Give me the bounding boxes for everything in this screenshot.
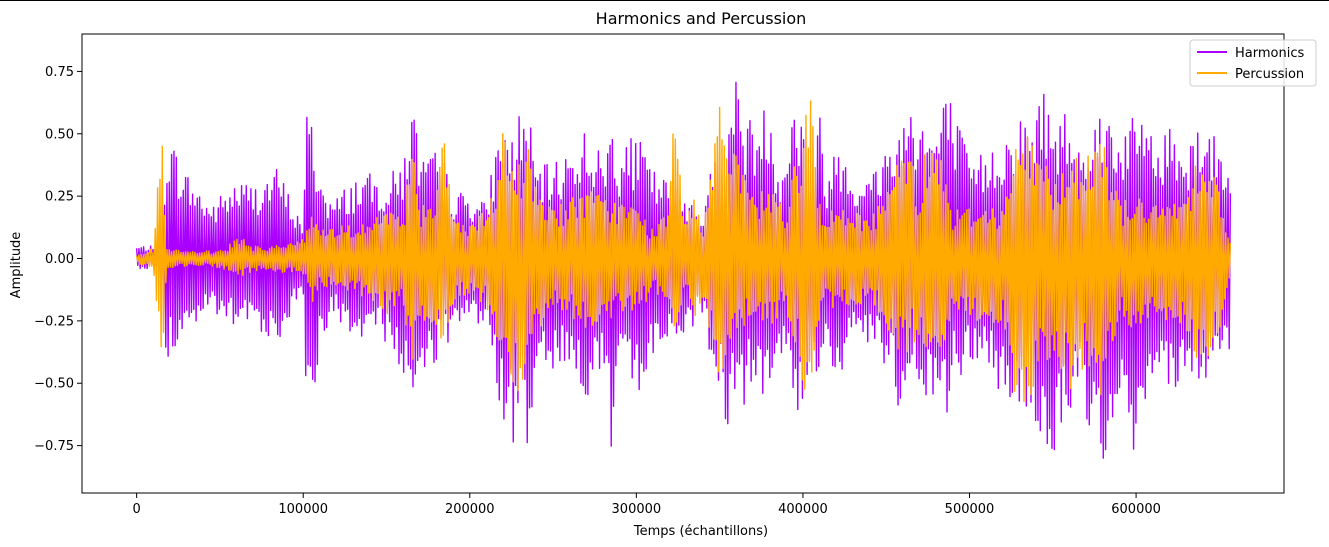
chart-title: Harmonics and Percussion xyxy=(596,9,807,28)
figure-top-border xyxy=(0,0,1329,1)
legend-label-harmonics: Harmonics xyxy=(1235,46,1304,61)
y-tick-label: 0.50 xyxy=(45,127,74,142)
x-axis: 0 100000 200000 300000 400000 500000 600000 xyxy=(132,493,1161,517)
y-tick-label: 0.25 xyxy=(45,190,74,205)
y-tick-label: 0.75 xyxy=(45,65,74,80)
y-tick-label: −0.75 xyxy=(34,439,74,454)
x-tick-label: 600000 xyxy=(1111,502,1161,517)
y-tick-label: −0.50 xyxy=(34,377,74,392)
y-tick-label: −0.25 xyxy=(34,314,74,329)
x-axis-label: Temps (échantillons) xyxy=(633,524,768,539)
legend-label-percussion: Percussion xyxy=(1235,67,1304,82)
x-tick-label: 0 xyxy=(132,502,140,517)
x-tick-label: 400000 xyxy=(778,502,828,517)
legend: Harmonics Percussion xyxy=(1189,39,1317,87)
x-tick-label: 100000 xyxy=(278,502,328,517)
plot-frame xyxy=(81,33,1285,494)
x-tick-label: 200000 xyxy=(445,502,495,517)
y-tick-label: 0.00 xyxy=(45,252,74,267)
series-layer xyxy=(135,81,1232,459)
y-axis: −0.75 −0.50 −0.25 0.00 0.25 0.50 0.75 xyxy=(34,65,82,454)
y-axis-label: Amplitude xyxy=(9,232,24,299)
x-tick-label: 300000 xyxy=(612,502,662,517)
x-tick-label: 500000 xyxy=(945,502,995,517)
series-line-percussion xyxy=(135,100,1232,403)
